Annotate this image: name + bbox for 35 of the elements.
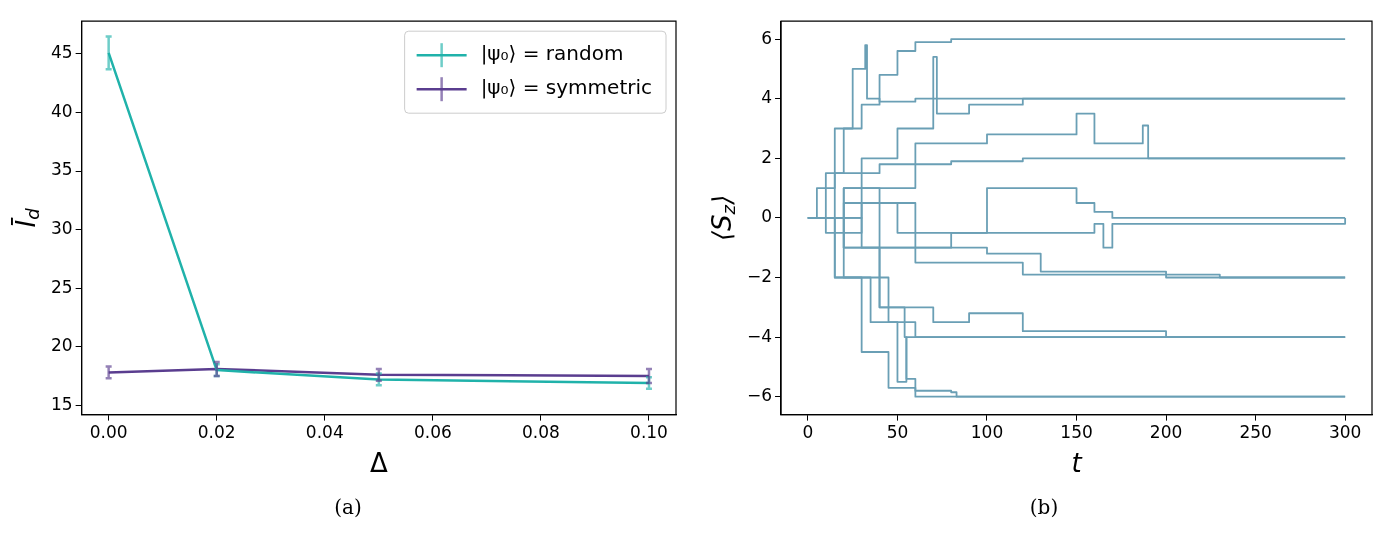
x-tick-label: 0.10 bbox=[630, 422, 668, 443]
y-tick-label: 4 bbox=[761, 87, 773, 108]
y-tick-label: 2 bbox=[761, 146, 773, 167]
legend-label: |ψ₀⟩ = symmetric bbox=[480, 75, 653, 100]
y-axis-title: Īd bbox=[10, 207, 44, 228]
y-axis-title: ⟨Sz⟩ bbox=[706, 194, 740, 242]
x-tick-label: 0.00 bbox=[89, 422, 128, 443]
y-tick-label: 25 bbox=[50, 276, 73, 297]
x-tick-label: 100 bbox=[970, 422, 1004, 443]
x-tick-label: 0 bbox=[802, 422, 814, 443]
x-tick-label: 50 bbox=[886, 422, 909, 443]
x-axis-title: t bbox=[1071, 447, 1083, 478]
y-tick-label: 35 bbox=[50, 159, 73, 180]
y-tick-label: 0 bbox=[761, 206, 773, 227]
y-tick-label: −6 bbox=[747, 385, 773, 406]
x-axis-title: Δ bbox=[369, 447, 388, 478]
x-tick-label: 150 bbox=[1060, 422, 1093, 443]
x-tick-label: 0.06 bbox=[413, 422, 452, 443]
y-tick-label: 40 bbox=[50, 100, 73, 121]
x-tick-label: 200 bbox=[1149, 422, 1183, 443]
text: (b) bbox=[1029, 495, 1059, 519]
x-tick-label: 0.04 bbox=[305, 422, 344, 443]
x-tick-label: 0.02 bbox=[197, 422, 236, 443]
text: (a) bbox=[334, 495, 362, 519]
y-tick-label: 45 bbox=[50, 42, 73, 63]
y-tick-label: 30 bbox=[50, 218, 73, 239]
y-tick-label: 6 bbox=[761, 27, 773, 48]
y-tick-label: 20 bbox=[50, 335, 73, 356]
x-tick-label: 300 bbox=[1328, 422, 1362, 443]
legend-label: |ψ₀⟩ = random bbox=[480, 41, 624, 66]
y-tick-label: 15 bbox=[50, 393, 73, 414]
x-tick-label: 0.08 bbox=[521, 422, 560, 443]
x-tick-label: 250 bbox=[1239, 422, 1272, 443]
y-tick-label: −2 bbox=[747, 265, 773, 286]
y-tick-label: −4 bbox=[747, 325, 773, 346]
